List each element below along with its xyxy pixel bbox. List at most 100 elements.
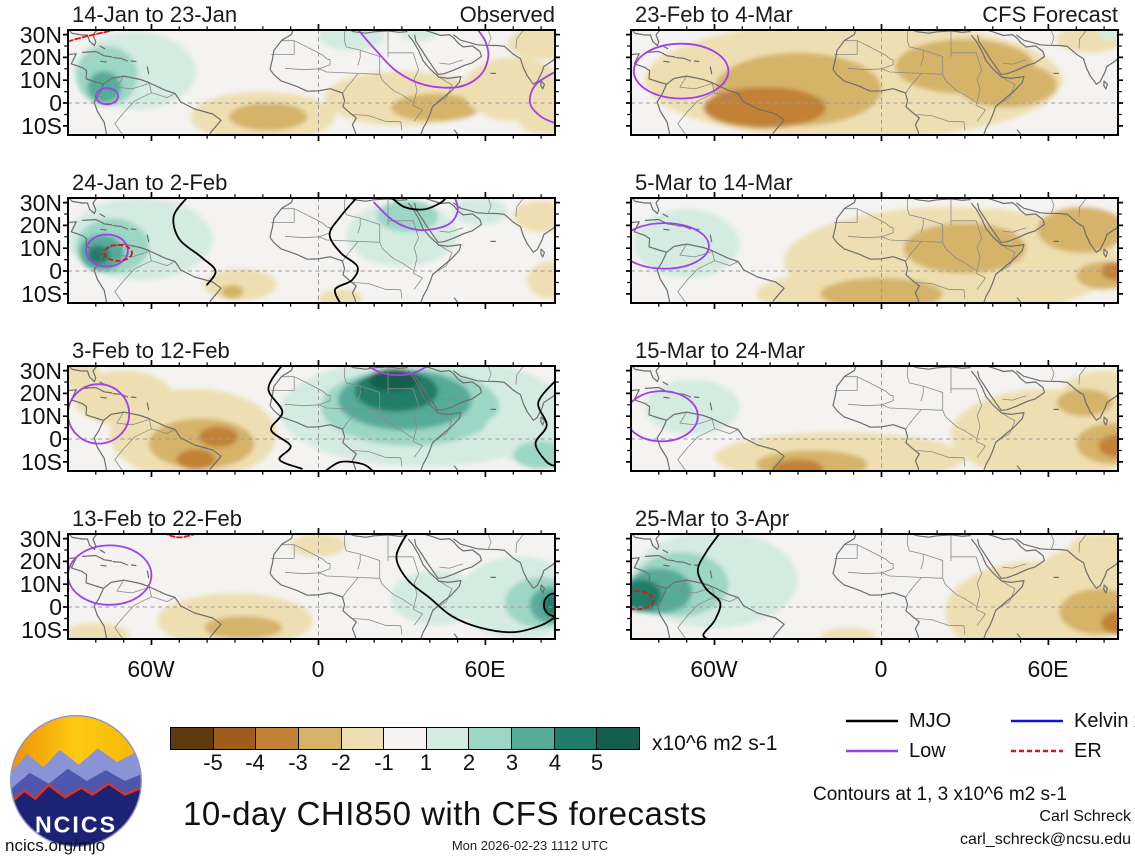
colorbar-segment <box>213 728 257 749</box>
map-panel <box>63 528 560 645</box>
colorbar-segment <box>341 728 385 749</box>
country-borders <box>677 30 1088 135</box>
coastlines <box>68 30 555 135</box>
colorbar-segment <box>426 728 470 749</box>
map-panel <box>626 360 1123 477</box>
panel-title: 14-Jan to 23-Jan <box>72 2 238 27</box>
country-borders <box>677 366 1088 471</box>
lat-tick-label: 0 <box>49 90 62 116</box>
country-borders <box>114 366 525 471</box>
lat-tick-label: 20N <box>19 380 62 406</box>
axis-ticks-minor <box>64 194 559 307</box>
colorbar-segment <box>554 728 598 749</box>
panel-title: 23-Feb to 4-Mar <box>635 2 793 27</box>
legend-item: MJO <box>845 710 1010 733</box>
coastlines <box>631 30 1118 135</box>
ncics-logo: NCICS <box>10 715 142 847</box>
legend-label: ER <box>1074 739 1102 762</box>
lat-tick-label: 10N <box>19 67 62 93</box>
legend-line <box>1011 749 1063 753</box>
low-contour <box>632 42 730 100</box>
axis-ticks-major <box>626 528 1123 645</box>
coastlines <box>68 198 555 303</box>
axis-ticks-major <box>63 24 560 141</box>
map-panel <box>63 192 560 309</box>
colorbar <box>170 727 640 750</box>
axis-ticks-minor <box>64 26 559 139</box>
legend-item: Kelvin x2 <box>1010 710 1135 733</box>
lon-tick-label: 60E <box>464 656 506 682</box>
map-panel <box>626 192 1123 309</box>
colorbar-labels: -5 -4 -3 -2 -1 1 2 3 4 5 <box>170 750 640 776</box>
lat-tick-label: 30N <box>19 22 62 48</box>
colorbar-tick-label: 4 <box>548 750 562 775</box>
lat-tick-label: 0 <box>49 594 62 620</box>
er-contour <box>631 590 655 611</box>
logo-red-crest <box>10 782 142 804</box>
axis-ticks-major <box>626 192 1123 309</box>
low-contour <box>68 383 131 445</box>
axis-ticks-minor <box>627 362 1122 475</box>
map-frame <box>67 29 556 136</box>
low-contour <box>68 544 153 606</box>
lat-tick-label: 20N <box>19 548 62 574</box>
colorbar-segment <box>298 728 342 749</box>
lat-tick-label: 10S <box>21 113 62 139</box>
map-frame <box>67 365 556 472</box>
low-contour <box>528 70 555 124</box>
timestamp: Mon 2026-02-23 1112 UTC <box>451 838 609 853</box>
lat-tick-label: 0 <box>49 426 62 452</box>
legend-label: Kelvin x2 <box>1074 709 1135 732</box>
main-title: 10-day CHI850 with CFS forecasts <box>182 795 708 832</box>
colorbar-tick-label: -2 <box>331 750 351 775</box>
panel-title: 25-Mar to 3-Apr <box>635 506 790 531</box>
lat-tick-label: 10S <box>21 281 62 307</box>
mjo-contour <box>696 534 722 639</box>
axis-ticks-minor <box>627 194 1122 307</box>
colorbar-tick-label: 2 <box>462 750 476 775</box>
lat-tick-label: 30N <box>19 190 62 216</box>
map-panel <box>63 360 560 477</box>
coastlines <box>631 366 1118 471</box>
mjo-contour <box>267 366 303 470</box>
panel-title: 5-Mar to 14-Mar <box>635 170 793 195</box>
lat-tick-label: 10N <box>19 403 62 429</box>
low-contour <box>365 366 430 377</box>
lat-tick-label: 20N <box>19 44 62 70</box>
panel-annotation: Observed <box>459 2 555 27</box>
lat-tick-label: 20N <box>19 212 62 238</box>
lon-tick-label: 0 <box>874 656 888 682</box>
anomaly-shading <box>644 30 1118 135</box>
lon-tick-label: 60E <box>1027 656 1069 682</box>
legend-item: ER <box>1010 740 1135 763</box>
map-panel <box>626 24 1123 141</box>
country-borders <box>114 30 525 135</box>
legend-line <box>846 749 898 753</box>
lat-tick-label: 10S <box>21 449 62 475</box>
lat-tick-label: 30N <box>19 526 62 552</box>
lon-tick-label: 0 <box>311 656 325 682</box>
coastlines <box>631 534 1118 639</box>
map-frame <box>630 533 1119 640</box>
panel-title: 13-Feb to 22-Feb <box>72 506 242 531</box>
map-frame <box>67 197 556 304</box>
country-borders <box>677 198 1088 303</box>
colorbar-segment <box>256 728 299 749</box>
panel-annotation: CFS Forecast <box>982 2 1118 27</box>
contour-legend: MJO Kelvin x2 Low ER <box>845 706 1135 766</box>
axis-ticks-major <box>63 360 560 477</box>
mjo-contour <box>395 534 555 634</box>
axis-ticks-minor <box>64 530 559 643</box>
lat-tick-label: 10N <box>19 235 62 261</box>
low-contour <box>631 390 699 443</box>
axis-ticks-major <box>626 360 1123 477</box>
axis-ticks-major <box>63 192 560 309</box>
colorbar-tick-label: -1 <box>374 750 394 775</box>
colorbar-tick-label: 1 <box>419 750 433 775</box>
low-contour <box>631 222 710 270</box>
axis-ticks-minor <box>627 530 1122 643</box>
anomaly-shading <box>73 30 555 135</box>
colorbar-units: x10^6 m2 s-1 <box>652 732 778 755</box>
colorbar-segment <box>469 728 513 749</box>
er-contour <box>103 243 133 262</box>
